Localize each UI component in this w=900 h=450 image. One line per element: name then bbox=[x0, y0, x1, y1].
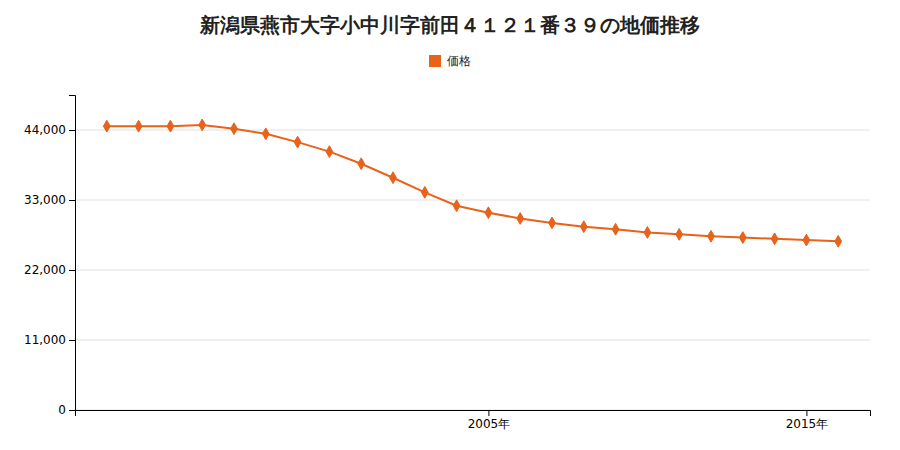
marker bbox=[453, 200, 460, 212]
tick-label: 11,000 bbox=[24, 333, 66, 347]
marker bbox=[103, 120, 110, 132]
marker bbox=[294, 136, 301, 148]
tick-label: 0 bbox=[58, 403, 66, 417]
marker bbox=[390, 172, 397, 184]
marker bbox=[549, 217, 556, 229]
tick: 2015年 bbox=[786, 410, 829, 431]
marker bbox=[262, 128, 269, 140]
axis-line bbox=[69, 96, 76, 411]
tick: 2005年 bbox=[468, 410, 511, 431]
tick: 11,000 bbox=[24, 333, 75, 347]
marker bbox=[326, 146, 333, 158]
legend: 価格 bbox=[429, 54, 471, 68]
y-grid bbox=[75, 130, 870, 410]
marker bbox=[199, 119, 206, 131]
tick: 33,000 bbox=[24, 193, 75, 207]
legend-label: 価格 bbox=[447, 54, 471, 68]
grid-line bbox=[75, 130, 870, 131]
marker bbox=[167, 120, 174, 132]
tick-mark bbox=[69, 410, 75, 411]
tick-label: 2015年 bbox=[786, 417, 829, 431]
tick-mark bbox=[69, 270, 75, 271]
marker bbox=[644, 227, 651, 239]
marker bbox=[231, 123, 238, 135]
y-axis: 0 11,000 22,000 33,000 44,000 bbox=[24, 96, 76, 418]
legend-item: 価格 bbox=[429, 54, 471, 68]
marker bbox=[739, 232, 746, 244]
tick-label: 44,000 bbox=[24, 123, 66, 137]
marker bbox=[135, 120, 142, 132]
marker bbox=[580, 221, 587, 233]
plot-area: 2005年 2015年 0 11,000 22,000 33,000 44,000 bbox=[24, 96, 871, 431]
marker bbox=[358, 158, 365, 170]
marks bbox=[103, 119, 841, 247]
tick-mark bbox=[806, 410, 807, 416]
marker bbox=[835, 235, 842, 247]
tick-mark bbox=[69, 340, 75, 341]
x-axis: 2005年 2015年 bbox=[76, 410, 871, 431]
tick: 22,000 bbox=[24, 263, 75, 277]
title: 新潟県燕市大字小中川字前田４１２１番３９の地価推移 bbox=[199, 13, 700, 37]
grid-line bbox=[75, 340, 870, 341]
tick-mark bbox=[488, 410, 489, 416]
marker bbox=[803, 234, 810, 246]
markers bbox=[103, 119, 841, 247]
line bbox=[107, 125, 838, 241]
marker bbox=[708, 230, 715, 242]
marker bbox=[485, 207, 492, 219]
axis-line bbox=[76, 411, 871, 417]
grid-line bbox=[75, 270, 870, 271]
chart: 新潟県燕市大字小中川字前田４１２１番３９の地価推移 2005年 2015年 0 11,0… bbox=[0, 0, 900, 450]
marker bbox=[771, 233, 778, 245]
tick-mark bbox=[69, 130, 75, 131]
marker bbox=[517, 213, 524, 225]
marker bbox=[421, 186, 428, 198]
tick-label: 22,000 bbox=[24, 263, 66, 277]
tick: 0 bbox=[58, 403, 75, 417]
marker bbox=[676, 228, 683, 240]
marker bbox=[612, 223, 619, 235]
tick-label: 2005年 bbox=[468, 417, 511, 431]
tick-mark bbox=[69, 200, 75, 201]
tick: 44,000 bbox=[24, 123, 75, 137]
legend-swatch bbox=[429, 55, 441, 67]
tick-label: 33,000 bbox=[24, 193, 66, 207]
grid-line bbox=[75, 200, 870, 201]
